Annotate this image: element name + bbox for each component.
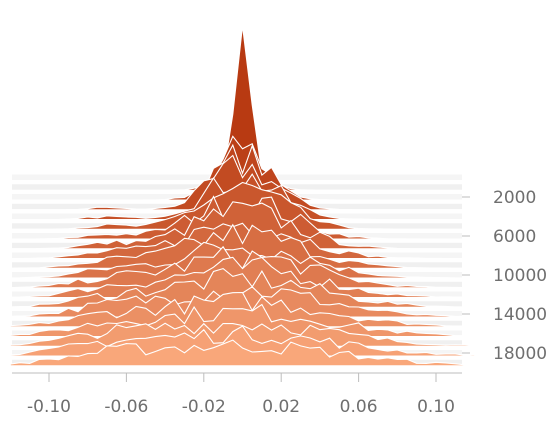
ridge-19000 <box>9 339 476 367</box>
y-tick-label: 10000 <box>493 266 547 286</box>
y-axis: 2000 6000 10000 14000 18000 <box>462 188 547 364</box>
y-tick-label: 6000 <box>493 227 536 247</box>
x-tick-label: 0.02 <box>262 397 300 417</box>
ridge-1000 <box>9 135 476 191</box>
ridge-11000 <box>9 245 476 289</box>
ridge-13000 <box>9 267 476 308</box>
y-tick-label: 14000 <box>493 305 547 325</box>
ridge-series <box>9 25 476 367</box>
y-tick-label: 2000 <box>493 188 536 208</box>
x-tick-label: -0.06 <box>104 397 148 417</box>
x-tick-labels: -0.10 -0.06 -0.02 0.02 0.06 0.10 <box>27 397 455 417</box>
ridge-10000 <box>9 241 476 279</box>
ridge-8000 <box>10 222 475 260</box>
ridge-9000 <box>9 223 476 269</box>
x-tick-label: 0.06 <box>340 397 378 417</box>
x-tick-label: -0.10 <box>27 397 71 417</box>
x-axis <box>12 372 462 382</box>
y-tick-label: 18000 <box>493 344 547 364</box>
x-tick-label: -0.02 <box>182 397 226 417</box>
x-tick-label: 0.10 <box>417 397 455 417</box>
ridge-0 <box>10 25 475 182</box>
